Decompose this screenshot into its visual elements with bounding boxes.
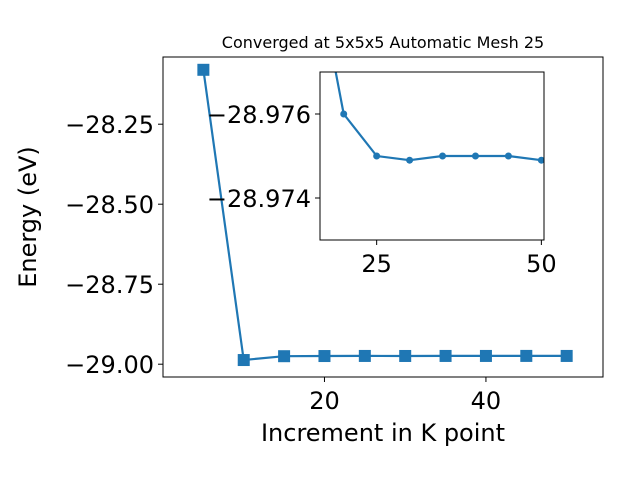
inset-x-tick-label: 50 bbox=[526, 250, 557, 278]
inset-y-tick-label: −28.974 bbox=[207, 185, 311, 213]
y-axis-label: Energy (eV) bbox=[14, 146, 42, 288]
inset-plot-frame bbox=[319, 71, 545, 241]
inset-x-ticks: 25 50 bbox=[361, 240, 557, 278]
inset-data-point bbox=[471, 152, 479, 160]
inset-data-point bbox=[504, 152, 512, 160]
inset-data-point bbox=[406, 156, 414, 164]
main-series-line bbox=[202, 69, 567, 362]
inset-data-point bbox=[373, 152, 381, 160]
inset-y-tick-label: −28.976 bbox=[207, 101, 311, 129]
main-data-point bbox=[479, 349, 492, 362]
main-data-point bbox=[399, 349, 412, 362]
main-data-point bbox=[318, 350, 331, 363]
main-x-tick-label: 40 bbox=[471, 387, 502, 415]
main-y-tick-label: −28.50 bbox=[65, 191, 154, 219]
inset-chart: 25 50 −28.976 −28.974 bbox=[207, 71, 557, 278]
main-y-ticks: −28.25 −28.50 −28.75 −29.00 bbox=[65, 111, 163, 379]
inset-data-point bbox=[537, 156, 544, 164]
main-chart: Converged at 5x5x5 Automatic Mesh 25 20 4… bbox=[14, 33, 604, 447]
main-data-point bbox=[439, 349, 452, 362]
inset-series bbox=[334, 72, 544, 164]
inset-x-tick-label: 25 bbox=[361, 250, 392, 278]
main-y-tick-label: −28.25 bbox=[65, 111, 154, 139]
inset-y-ticks: −28.976 −28.974 bbox=[207, 101, 320, 213]
inset-series-line bbox=[334, 72, 542, 162]
main-y-tick-label: −29.00 bbox=[65, 351, 154, 379]
main-data-point bbox=[237, 354, 250, 367]
chart-title: Converged at 5x5x5 Automatic Mesh 25 bbox=[222, 33, 544, 52]
main-series bbox=[197, 63, 573, 367]
main-plot-frame bbox=[162, 56, 604, 378]
inset-data-point bbox=[340, 110, 348, 118]
main-data-point bbox=[197, 63, 210, 76]
main-x-ticks: 20 40 bbox=[309, 377, 501, 415]
main-y-tick-label: −28.75 bbox=[65, 271, 154, 299]
main-data-point bbox=[520, 349, 533, 362]
x-axis-label: Increment in K point bbox=[261, 419, 505, 447]
main-data-point bbox=[560, 349, 573, 362]
main-data-point bbox=[358, 349, 371, 362]
inset-data-point bbox=[439, 152, 447, 160]
main-data-point bbox=[278, 350, 291, 363]
main-x-tick-label: 20 bbox=[309, 387, 340, 415]
